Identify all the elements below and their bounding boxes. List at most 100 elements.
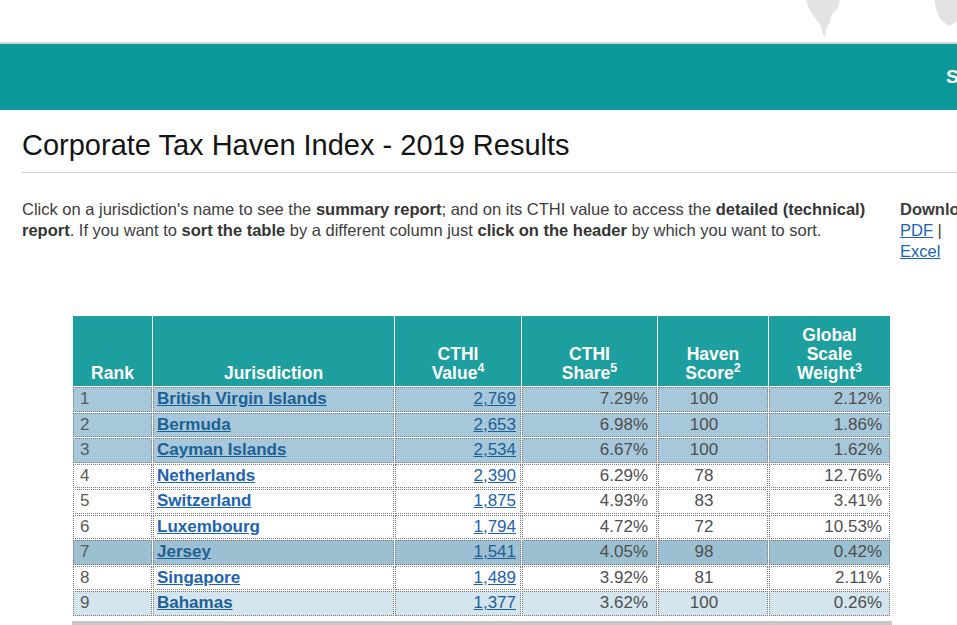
global-scale-weight-cell: 0.42% xyxy=(769,540,890,565)
haven-score-cell: 72 xyxy=(658,515,768,540)
page-title: Corporate Tax Haven Index - 2019 Results xyxy=(22,129,570,162)
jurisdiction-cell: British Virgin Islands xyxy=(153,387,394,412)
global-scale-weight-cell: 2.12% xyxy=(769,387,890,412)
jurisdiction-cell: Luxembourg xyxy=(153,515,394,540)
footnote-ref: 3 xyxy=(855,361,862,375)
jurisdiction-cell: Singapore xyxy=(153,566,394,591)
column-header-global-scale-weight[interactable]: Global Scale Weight3 xyxy=(769,316,890,386)
cthi-value-link[interactable]: 1,489 xyxy=(473,568,516,587)
header-label: CTHI xyxy=(438,344,479,364)
intro-segment-bold: summary report xyxy=(316,200,442,218)
next-table-row-partial xyxy=(72,621,892,625)
jurisdiction-link[interactable]: Cayman Islands xyxy=(157,440,286,459)
download-block: Download PDF | Excel xyxy=(900,199,957,262)
header-label: Haven xyxy=(687,344,740,364)
jurisdiction-link[interactable]: Jersey xyxy=(157,542,211,561)
intro-segment-bold: click on the header xyxy=(477,221,626,239)
world-map-fragment-icon xyxy=(800,0,846,42)
jurisdiction-cell: Cayman Islands xyxy=(153,438,394,463)
haven-score-cell: 100 xyxy=(658,591,768,616)
cthi-results-table: Rank Jurisdiction CTHI Value4 CTHI Share… xyxy=(72,315,891,617)
global-scale-weight-cell: 10.53% xyxy=(769,515,890,540)
rank-cell: 7 xyxy=(73,540,152,565)
download-excel-link[interactable]: Excel xyxy=(900,242,940,260)
rank-cell: 2 xyxy=(73,413,152,438)
rank-cell: 9 xyxy=(73,591,152,616)
cthi-share-cell: 3.92% xyxy=(522,566,657,591)
cthi-value-cell: 2,534 xyxy=(395,438,521,463)
search-link-partial[interactable]: S xyxy=(946,66,957,88)
table-row: 2 Bermuda 2,653 6.98% 100 1.86% xyxy=(73,413,890,438)
intro-segment: by a different column just xyxy=(285,221,477,239)
cthi-value-link[interactable]: 1,875 xyxy=(473,491,516,510)
cthi-share-cell: 3.62% xyxy=(522,591,657,616)
cthi-share-cell: 6.29% xyxy=(522,464,657,489)
table-header-row: Rank Jurisdiction CTHI Value4 CTHI Share… xyxy=(73,316,890,386)
cthi-value-link[interactable]: 1,377 xyxy=(473,593,516,612)
intro-segment: by which you want to sort. xyxy=(627,221,821,239)
rank-cell: 3 xyxy=(73,438,152,463)
cthi-share-cell: 6.67% xyxy=(522,438,657,463)
rank-cell: 5 xyxy=(73,489,152,514)
cthi-share-cell: 6.98% xyxy=(522,413,657,438)
cthi-value-link[interactable]: 2,769 xyxy=(473,389,516,408)
table-row: 7 Jersey 1,541 4.05% 98 0.42% xyxy=(73,540,890,565)
footnote-ref: 2 xyxy=(734,361,741,375)
header-label: Share xyxy=(562,363,611,383)
global-scale-weight-cell: 3.41% xyxy=(769,489,890,514)
header-label: Score xyxy=(685,363,734,383)
haven-score-cell: 100 xyxy=(658,387,768,412)
table-row: 5 Switzerland 1,875 4.93% 83 3.41% xyxy=(73,489,890,514)
cthi-value-cell: 2,769 xyxy=(395,387,521,412)
haven-score-cell: 100 xyxy=(658,438,768,463)
cthi-value-link[interactable]: 2,653 xyxy=(473,415,516,434)
column-header-jurisdiction[interactable]: Jurisdiction xyxy=(153,316,394,386)
world-map-fragment-icon xyxy=(925,0,957,28)
header-label: Rank xyxy=(91,363,134,383)
divider xyxy=(22,172,957,173)
jurisdiction-link[interactable]: Singapore xyxy=(157,568,240,587)
cthi-value-cell: 2,390 xyxy=(395,464,521,489)
intro-segment: ; and on its CTHI value to access the xyxy=(442,200,716,218)
header-label: Weight xyxy=(797,363,855,383)
header-label: Global xyxy=(802,325,856,345)
cthi-share-cell: 4.93% xyxy=(522,489,657,514)
cthi-value-link[interactable]: 1,541 xyxy=(473,542,516,561)
cthi-share-cell: 4.72% xyxy=(522,515,657,540)
column-header-haven-score[interactable]: Haven Score2 xyxy=(658,316,768,386)
jurisdiction-link[interactable]: Bermuda xyxy=(157,415,231,434)
cthi-value-cell: 2,653 xyxy=(395,413,521,438)
cthi-value-cell: 1,794 xyxy=(395,515,521,540)
column-header-rank[interactable]: Rank xyxy=(73,316,152,386)
haven-score-cell: 100 xyxy=(658,413,768,438)
table-row: 3 Cayman Islands 2,534 6.67% 100 1.62% xyxy=(73,438,890,463)
global-scale-weight-cell: 0.26% xyxy=(769,591,890,616)
table-row: 4 Netherlands 2,390 6.29% 78 12.76% xyxy=(73,464,890,489)
header-label: CTHI xyxy=(569,344,610,364)
column-header-cthi-value[interactable]: CTHI Value4 xyxy=(395,316,521,386)
haven-score-cell: 81 xyxy=(658,566,768,591)
cthi-value-link[interactable]: 2,390 xyxy=(473,466,516,485)
jurisdiction-cell: Bermuda xyxy=(153,413,394,438)
intro-segment: Click on a jurisdiction's name to see th… xyxy=(22,200,316,218)
jurisdiction-link[interactable]: Luxembourg xyxy=(157,517,260,536)
download-pdf-link[interactable]: PDF xyxy=(900,221,933,239)
cthi-share-cell: 7.29% xyxy=(522,387,657,412)
global-scale-weight-cell: 2.11% xyxy=(769,566,890,591)
cthi-value-cell: 1,875 xyxy=(395,489,521,514)
rank-cell: 6 xyxy=(73,515,152,540)
jurisdiction-link[interactable]: British Virgin Islands xyxy=(157,389,327,408)
global-scale-weight-cell: 12.76% xyxy=(769,464,890,489)
jurisdiction-cell: Switzerland xyxy=(153,489,394,514)
intro-text: Click on a jurisdiction's name to see th… xyxy=(22,199,888,241)
jurisdiction-link[interactable]: Bahamas xyxy=(157,593,233,612)
cthi-value-link[interactable]: 2,534 xyxy=(473,440,516,459)
jurisdiction-link[interactable]: Netherlands xyxy=(157,466,255,485)
haven-score-cell: 98 xyxy=(658,540,768,565)
jurisdiction-link[interactable]: Switzerland xyxy=(157,491,251,510)
column-header-cthi-share[interactable]: CTHI Share5 xyxy=(522,316,657,386)
cthi-value-link[interactable]: 1,794 xyxy=(473,517,516,536)
table-row: 9 Bahamas 1,377 3.62% 100 0.26% xyxy=(73,591,890,616)
page: S Corporate Tax Haven Index - 2019 Resul… xyxy=(0,0,957,625)
footnote-ref: 4 xyxy=(477,361,484,375)
